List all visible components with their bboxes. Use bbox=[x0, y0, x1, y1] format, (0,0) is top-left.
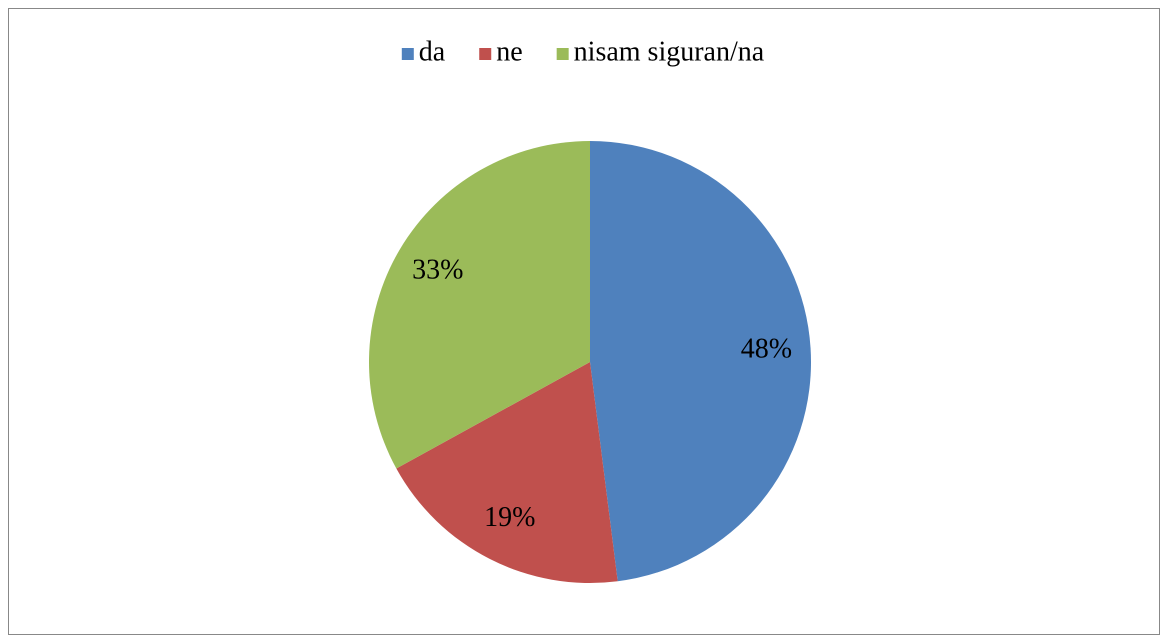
legend-swatch bbox=[401, 48, 414, 60]
data-label: 48% bbox=[741, 333, 792, 364]
legend-swatch bbox=[479, 48, 492, 60]
legend-label: nisam siguran/na bbox=[574, 36, 765, 67]
pie-slice bbox=[590, 141, 812, 582]
data-label: 19% bbox=[484, 502, 535, 533]
pie-slice bbox=[368, 141, 590, 469]
legend-label: da bbox=[419, 36, 446, 67]
legend-label: ne bbox=[496, 36, 522, 67]
pie-slice bbox=[396, 362, 618, 583]
legend-swatch bbox=[556, 48, 569, 60]
data-label: 33% bbox=[412, 254, 463, 285]
legend: da ne nisam siguran/na bbox=[401, 36, 765, 67]
